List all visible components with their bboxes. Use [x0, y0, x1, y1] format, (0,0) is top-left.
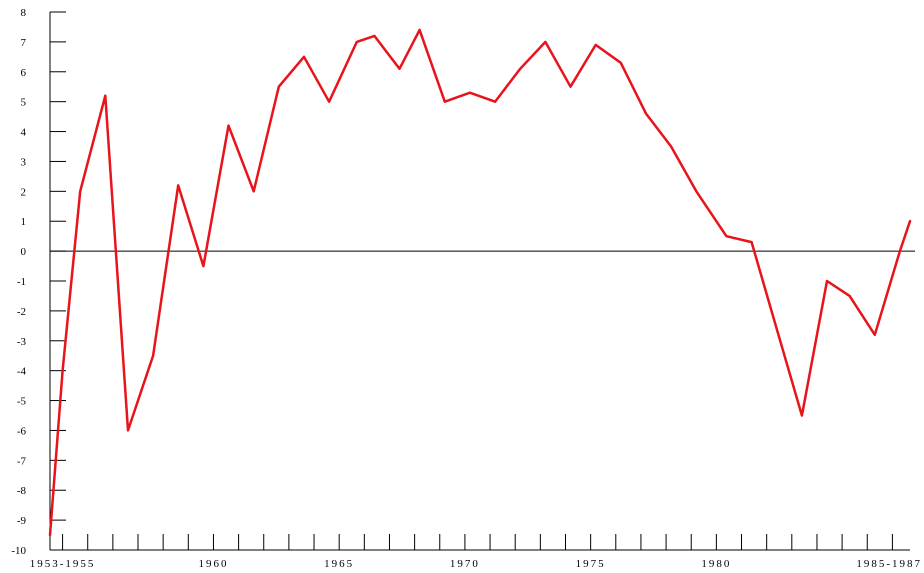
chart-axes: [49, 12, 915, 551]
x-tick-label: 1980: [701, 558, 731, 570]
y-tick-label: -4: [17, 366, 27, 378]
y-tick-label: -6: [17, 425, 27, 437]
y-tick-label: 6: [21, 67, 27, 79]
y-tick-label: 4: [21, 127, 27, 139]
y-tick-label: -5: [17, 396, 27, 408]
y-tick-label: 5: [21, 97, 27, 109]
y-tick-label: 3: [21, 156, 27, 168]
y-tick-label: 1: [21, 216, 27, 228]
y-tick-label: -10: [11, 545, 26, 557]
x-tick-label: 1953-1955: [30, 558, 96, 570]
y-tick-label: -8: [17, 485, 27, 497]
y-tick-label: -2: [17, 306, 26, 318]
y-tick-label: 2: [21, 186, 27, 198]
y-tick-label: -3: [17, 336, 27, 348]
chart-series: [48, 28, 912, 537]
series-line-0: [48, 28, 912, 537]
y-tick-label: -9: [17, 515, 27, 527]
x-tick-label: 1960: [198, 558, 228, 570]
y-tick-label: 8: [21, 7, 27, 19]
y-tick-label: -1: [17, 276, 26, 288]
y-tick-label: 0: [21, 246, 27, 258]
x-tick-label: 1965: [324, 558, 354, 570]
y-tick-label: -7: [17, 455, 27, 467]
x-axis-ticks: 1953-1955 1960 1965 1970 1975 1980 1985-1987: [30, 534, 922, 570]
x-tick-label: 1985-1987: [856, 558, 922, 570]
y-tick-label: 7: [21, 37, 27, 49]
x-tick-label: 1975: [576, 558, 606, 570]
x-tick-label: 1970: [450, 558, 480, 570]
